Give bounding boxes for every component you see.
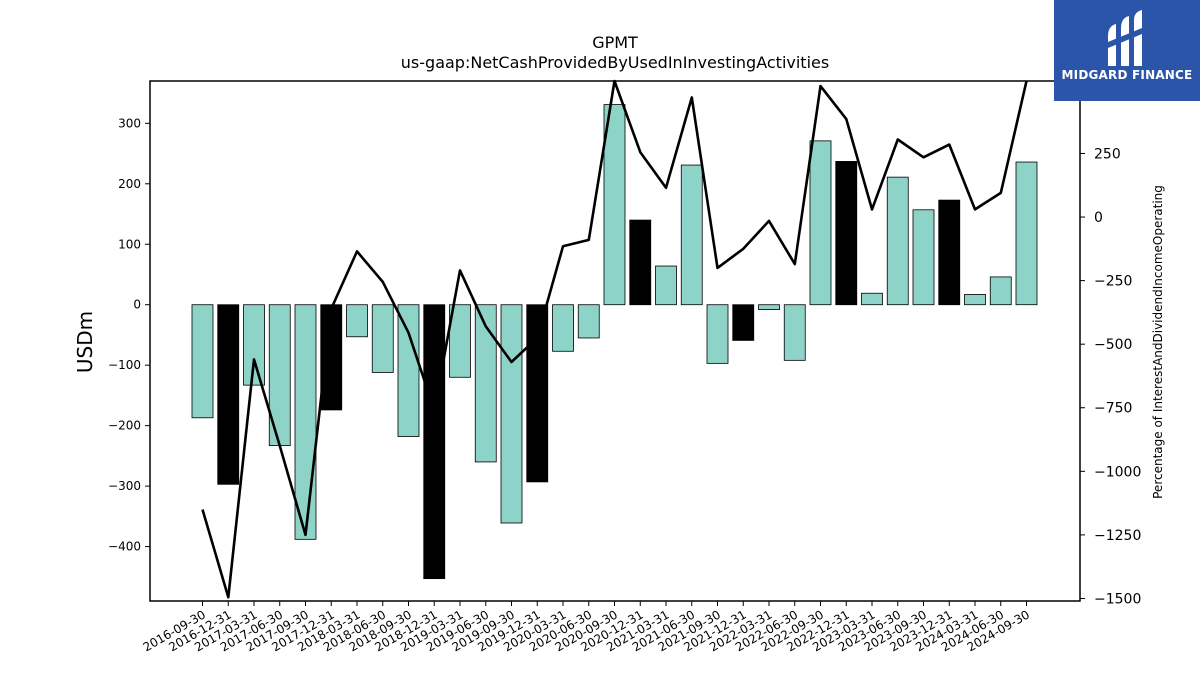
bar-2022-12-31 [835, 161, 858, 306]
bar-2021-09-30 [706, 304, 729, 364]
bar-2019-03-31 [449, 304, 471, 378]
bars [191, 104, 1038, 580]
bar-2021-03-31 [655, 265, 677, 306]
bar-2021-12-31 [732, 304, 755, 341]
bar-2023-06-30 [886, 176, 909, 306]
bar-2021-06-30 [680, 164, 703, 306]
left-tick-label: 0 [133, 298, 141, 312]
right-tick-label: −500 [1094, 337, 1132, 353]
bar-2023-03-31 [861, 292, 883, 306]
bar-2017-09-30 [294, 304, 317, 540]
right-tick-label: −250 [1094, 274, 1132, 290]
right-tick-label: 250 [1094, 146, 1121, 162]
brand-name: MIDGARD FINANCE [1061, 68, 1193, 82]
left-tick-label: 100 [118, 237, 141, 251]
bar-2024-06-30 [989, 276, 1012, 306]
bar-2024-09-30 [1015, 161, 1038, 306]
bar-2020-06-30 [577, 304, 600, 339]
bar-2022-06-30 [783, 304, 806, 361]
left-tick-label: 200 [118, 177, 141, 191]
midgard-m-logo-icon [1108, 10, 1142, 66]
right-tick-label: −1250 [1094, 528, 1141, 544]
bar-2020-09-30 [603, 104, 626, 306]
left-axis: −400 −300 −200 −100 0 100 200 300 [108, 116, 150, 554]
right-tick-label: 0 [1094, 210, 1103, 226]
right-tick-label: −1500 [1094, 591, 1141, 607]
right-tick-label: −1000 [1094, 464, 1141, 480]
ratio-line-path [201, 79, 1028, 599]
ratio-line [201, 79, 1028, 599]
y2-axis-label: Percentage of InterestAndDividendIncomeO… [1151, 185, 1165, 499]
bar-2024-03-31 [964, 294, 986, 306]
right-tick-label: −750 [1094, 401, 1132, 417]
bar-2019-06-30 [474, 304, 497, 463]
bar-2018-09-30 [397, 304, 420, 437]
bar-2022-09-30 [809, 140, 832, 306]
bar-2020-03-31 [552, 304, 574, 352]
bar-2018-12-31 [423, 304, 446, 580]
left-tick-label: −400 [108, 540, 141, 554]
chart-title: GPMT [592, 33, 638, 52]
bar-2017-12-31 [320, 304, 343, 411]
bar-2017-03-31 [243, 304, 265, 386]
bar-2019-12-31 [526, 304, 549, 483]
bar-2023-12-31 [938, 199, 961, 306]
chart-subtitle: us-gaap:NetCashProvidedByUsedInInvesting… [401, 53, 829, 72]
x-axis: 2016-09-302016-12-312017-03-312017-06-30… [141, 601, 1032, 654]
bar-2016-09-30 [191, 304, 214, 419]
bar-2016-12-31 [217, 304, 240, 485]
bar-2018-03-31 [346, 304, 368, 338]
y-axis-label: USDm [73, 311, 97, 373]
left-tick-label: −200 [108, 419, 141, 433]
left-tick-label: −100 [108, 358, 141, 372]
right-axis: −1500 −1250 −1000 −750 −500 −250 0 250 [1080, 146, 1141, 607]
bar-2022-03-31 [758, 304, 780, 310]
bar-2018-06-30 [371, 304, 394, 373]
bar-2019-09-30 [500, 304, 523, 524]
left-tick-label: −300 [108, 479, 141, 493]
bar-2020-12-31 [629, 219, 652, 306]
brand-logo: MIDGARD FINANCE [1054, 0, 1200, 101]
left-tick-label: 300 [118, 116, 141, 130]
bar-2023-09-30 [912, 209, 935, 306]
